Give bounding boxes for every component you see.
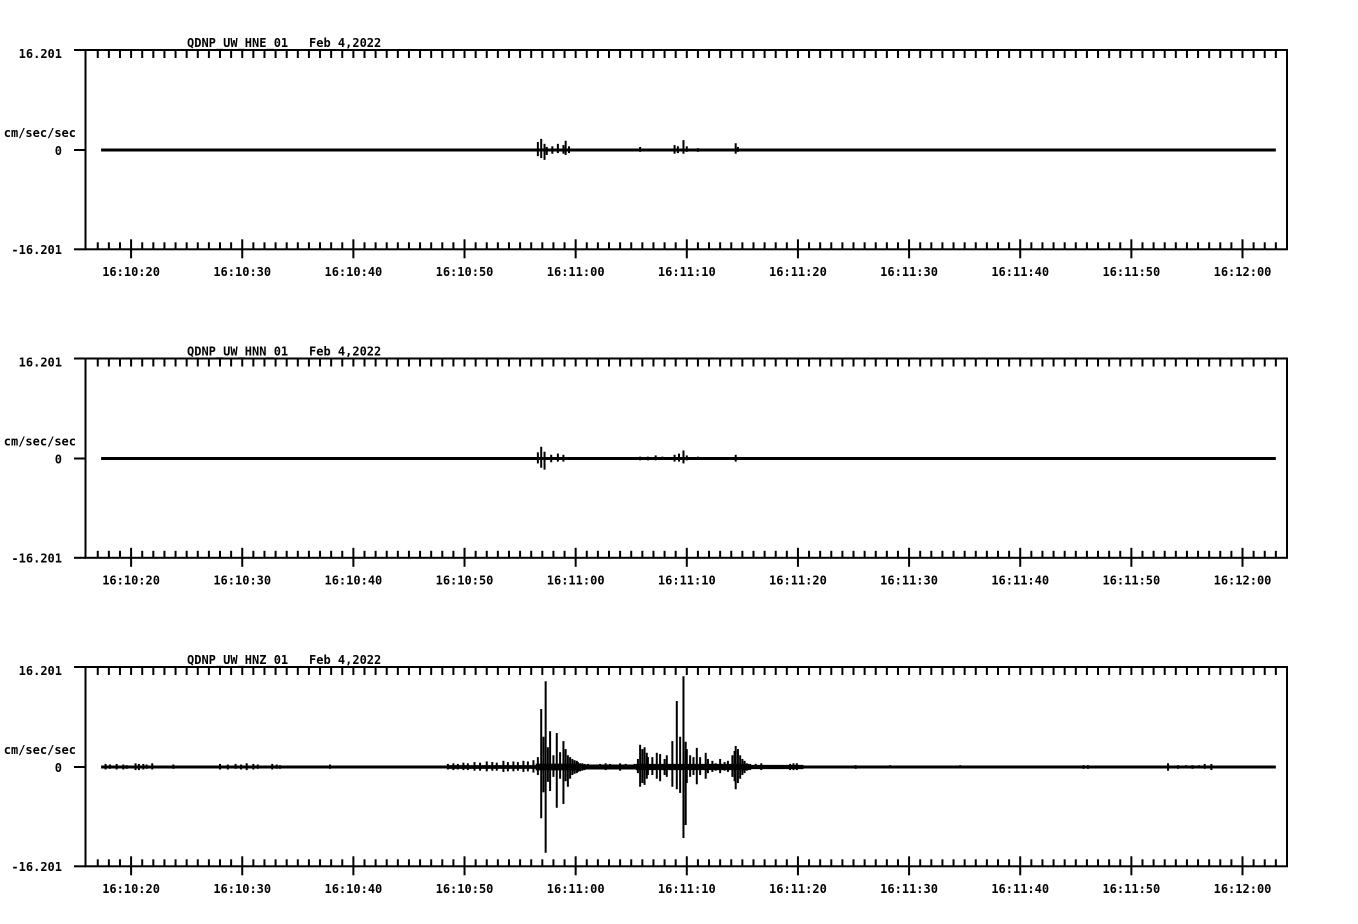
panel-title-date: Feb 4,2022 [309, 36, 381, 50]
x-tick-label: 16:10:50 [436, 265, 494, 279]
panel-title-date: Feb 4,2022 [309, 653, 381, 667]
panel-title-station: QDNP_UW_HNE_01 [187, 36, 288, 51]
x-tick-label: 16:10:50 [436, 882, 494, 896]
x-tick-label: 16:10:30 [213, 265, 271, 279]
x-tick-label: 16:11:10 [658, 574, 716, 588]
panel-labels-hnz: QDNP_UW_HNZ_01 Feb 4,2022 16.201 cm/sec/… [4, 653, 382, 874]
x-tick-label: 16:10:30 [213, 574, 271, 588]
x-tick-label: 16:11:40 [991, 265, 1049, 279]
y-min-label: -16.201 [11, 243, 62, 257]
x-tick-label: 16:11:20 [769, 882, 827, 896]
y-max-label: 16.201 [19, 664, 62, 678]
y-max-label: 16.201 [19, 356, 62, 370]
x-tick-label: 16:11:20 [769, 265, 827, 279]
x-tick-label: 16:10:20 [102, 265, 160, 279]
panel-title-date: Feb 4,2022 [309, 345, 381, 359]
x-tick-label: 16:11:10 [658, 882, 716, 896]
y-min-label: -16.201 [11, 552, 62, 566]
panel-title-station: QDNP_UW_HNZ_01 [187, 653, 288, 668]
x-tick-label: 16:10:40 [324, 574, 382, 588]
x-tick-label: 16:11:20 [769, 574, 827, 588]
x-tick-label: 16:10:40 [324, 882, 382, 896]
x-tick-label: 16:11:30 [880, 574, 938, 588]
y-zero-label: 0 [55, 761, 62, 775]
y-max-label: 16.201 [19, 47, 62, 61]
y-units-label: cm/sec/sec [4, 743, 76, 757]
x-tick-label: 16:10:30 [213, 882, 271, 896]
x-tick-label: 16:11:50 [1102, 882, 1160, 896]
y-zero-label: 0 [55, 453, 62, 467]
x-tick-label: 16:10:20 [102, 882, 160, 896]
x-tick-label: 16:11:10 [658, 265, 716, 279]
panel-labels-hnn: QDNP_UW_HNN_01 Feb 4,2022 16.201 cm/sec/… [4, 345, 382, 566]
x-tick-label: 16:10:50 [436, 574, 494, 588]
x-tick-label: 16:11:40 [991, 574, 1049, 588]
x-tick-label: 16:11:40 [991, 882, 1049, 896]
x-tick-label: 16:11:00 [547, 574, 605, 588]
x-tick-label: 16:12:00 [1214, 882, 1272, 896]
panel-labels-hne: QDNP_UW_HNE_01 Feb 4,2022 16.201 cm/sec/… [4, 36, 382, 257]
x-tick-label: 16:12:00 [1214, 265, 1272, 279]
x-tick-label: 16:10:40 [324, 265, 382, 279]
x-tick-label: 16:11:00 [547, 882, 605, 896]
x-tick-label: 16:10:20 [102, 574, 160, 588]
y-min-label: -16.201 [11, 860, 62, 874]
y-units-label: cm/sec/sec [4, 126, 76, 140]
x-tick-label: 16:12:00 [1214, 574, 1272, 588]
x-tick-label: 16:11:30 [880, 265, 938, 279]
y-units-label: cm/sec/sec [4, 435, 76, 449]
x-tick-label: 16:11:50 [1102, 574, 1160, 588]
x-tick-label: 16:11:00 [547, 265, 605, 279]
panel-title-station: QDNP_UW_HNN_01 [187, 345, 288, 360]
x-tick-label: 16:11:50 [1102, 265, 1160, 279]
y-zero-label: 0 [55, 144, 62, 158]
panel-plot-hne: 16:10:20 16:10:30 16:10:40 16:10:50 16:11:00… [74, 49, 1288, 279]
panel-plot-hnn: 16:10:20 16:10:30 16:10:40 16:10:50 16:11:00… [74, 357, 1288, 588]
x-tick-label: 16:11:30 [880, 882, 938, 896]
panel-plot-hnz: 16:10:20 16:10:30 16:10:40 16:10:50 16:11:00… [74, 666, 1288, 896]
